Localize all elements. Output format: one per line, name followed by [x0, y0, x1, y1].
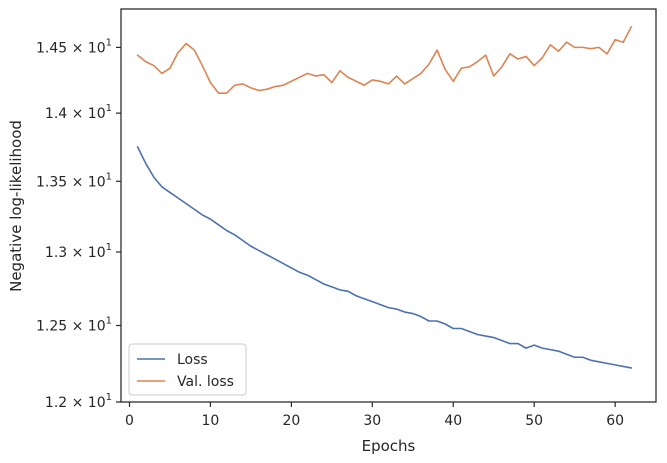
- y-tick-label: 1.3 × 101: [45, 242, 112, 261]
- x-tick-label: 30: [363, 413, 381, 429]
- plot-frame: [120, 8, 657, 403]
- x-axis-label: Epochs: [362, 437, 416, 455]
- x-axis: 0 10 20 30 40 50 60: [125, 402, 624, 429]
- legend: Loss Val. loss: [128, 343, 247, 396]
- x-tick-label: 60: [606, 413, 624, 429]
- y-tick-label: 1.25 × 101: [36, 316, 112, 335]
- x-tick-label: 40: [444, 413, 462, 429]
- y-axis-label: Negative log-likelihood: [7, 120, 25, 292]
- x-tick-label: 20: [282, 413, 300, 429]
- y-tick-label: 1.45 × 101: [36, 37, 112, 56]
- y-tick-label: 1.2 × 101: [45, 392, 112, 411]
- x-tick-label: 50: [525, 413, 543, 429]
- y-tick-label: 1.35 × 101: [36, 171, 112, 190]
- series-layer: [136, 26, 633, 369]
- series-line-1: [136, 26, 633, 94]
- x-tick-label: 0: [125, 413, 134, 429]
- y-tick-label: 1.4 × 101: [45, 103, 112, 122]
- series-line-0: [136, 146, 633, 369]
- x-tick-label: 10: [202, 413, 220, 429]
- y-axis: 1.2 × 101 1.25 × 101 1.3 × 101 1.35 × 101 1.…: [36, 37, 121, 411]
- legend-box: [128, 343, 247, 396]
- legend-label-1: Val. loss: [177, 374, 234, 390]
- legend-label-0: Loss: [177, 352, 208, 368]
